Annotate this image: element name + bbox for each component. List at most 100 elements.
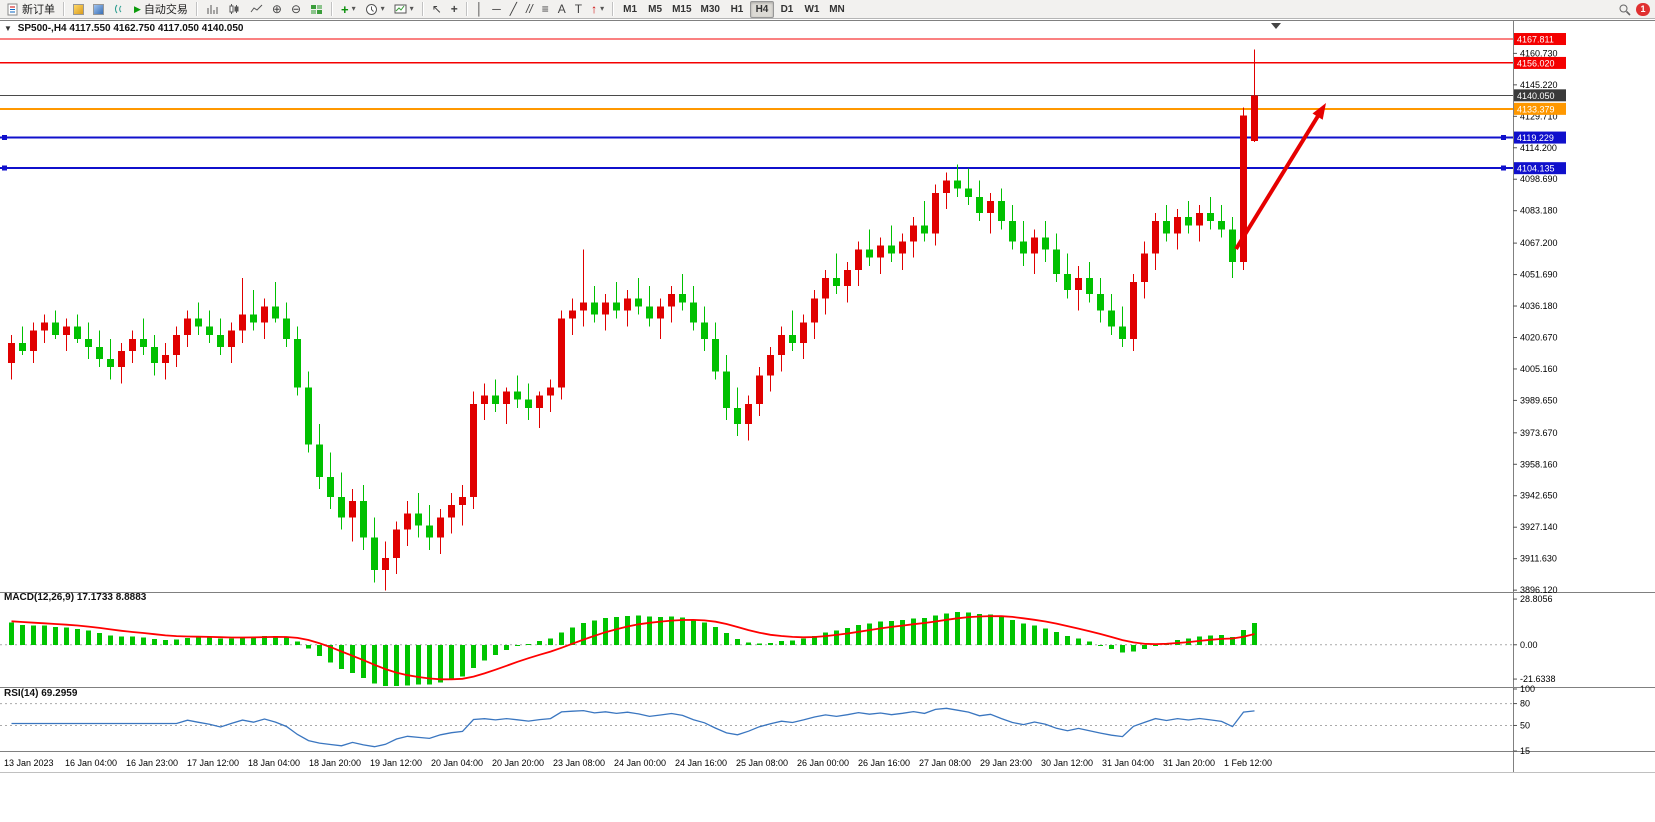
auto-trading-button[interactable]: ▶ 自动交易: [130, 1, 192, 18]
timeframe-w1[interactable]: W1: [800, 1, 824, 18]
svg-text:4140.050: 4140.050: [1517, 91, 1555, 101]
timeframe-h1[interactable]: H1: [725, 1, 749, 18]
arrow-objects-icon: ↑: [591, 2, 598, 16]
channel-button[interactable]: //: [522, 1, 537, 18]
indicators-button[interactable]: + ▾: [337, 1, 360, 18]
svg-text:31 Jan 04:00: 31 Jan 04:00: [1102, 758, 1154, 768]
notification-badge[interactable]: 1: [1636, 2, 1650, 16]
svg-text:4098.690: 4098.690: [1520, 174, 1558, 184]
price-badge: [1514, 56, 1566, 69]
new-order-label: 新订单: [22, 4, 55, 16]
auto-trading-label: 自动交易: [143, 4, 188, 16]
price-badge: [1514, 162, 1566, 175]
separator: [63, 2, 65, 16]
zoom-out-button[interactable]: ⊖: [287, 1, 305, 18]
timeframe-m30[interactable]: M30: [697, 1, 724, 18]
timeframe-m15[interactable]: M15: [668, 1, 695, 18]
bar-chart-button[interactable]: [202, 1, 223, 18]
fibonacci-icon: ≡: [541, 2, 549, 16]
svg-text:4119.229: 4119.229: [1517, 133, 1554, 143]
line-handle[interactable]: [2, 135, 7, 141]
timeframe-m1[interactable]: M1: [618, 1, 642, 18]
tile-windows-icon: [311, 4, 323, 14]
separator: [421, 2, 424, 16]
timeframe-d1[interactable]: D1: [775, 1, 799, 18]
svg-text:4005.160: 4005.160: [1520, 364, 1558, 374]
line-handle[interactable]: [1501, 165, 1506, 171]
line-chart-icon: [250, 4, 263, 13]
cursor-button[interactable]: ↖: [428, 1, 446, 18]
tile-windows-button[interactable]: [306, 1, 327, 18]
arrow-annotation[interactable]: [1234, 110, 1323, 251]
text-button[interactable]: A: [554, 1, 570, 18]
svg-text:20 Jan 04:00: 20 Jan 04:00: [431, 758, 483, 768]
svg-text:23 Jan 08:00: 23 Jan 08:00: [553, 758, 605, 768]
crosshair-button[interactable]: +: [447, 1, 462, 18]
cursor-icon: ↖: [431, 2, 442, 16]
timeframe-h4[interactable]: H4: [749, 0, 774, 18]
line-handle[interactable]: [1501, 135, 1506, 141]
svg-text:29 Jan 23:00: 29 Jan 23:00: [980, 758, 1032, 768]
template-button[interactable]: ▾: [390, 1, 418, 18]
market-watch-icon: [73, 3, 84, 15]
horizontal-line-icon: ─: [492, 2, 501, 16]
text-label-icon: T: [574, 2, 583, 16]
horizontal-line-button[interactable]: ─: [488, 1, 505, 18]
chevron-down-icon: ▾: [600, 4, 605, 13]
market-watch-button[interactable]: [69, 1, 88, 18]
crosshair-icon: +: [450, 2, 458, 16]
vertical-line-icon: │: [475, 2, 484, 16]
svg-text:3942.650: 3942.650: [1520, 491, 1558, 501]
trendline-button[interactable]: ╱: [506, 1, 521, 18]
price-badge: [1514, 102, 1566, 115]
price-lines[interactable]: [0, 38, 1513, 171]
svg-text:100: 100: [1520, 684, 1535, 694]
svg-text:24 Jan 00:00: 24 Jan 00:00: [614, 758, 666, 768]
svg-text:1 Feb 12:00: 1 Feb 12:00: [1224, 758, 1272, 768]
candlestick-button[interactable]: [224, 1, 245, 18]
vertical-line-button[interactable]: │: [472, 1, 488, 18]
time-axis[interactable]: 13 Jan 2023 16 Jan 04:00 16 Jan 23:00 17 Ja…: [4, 758, 1272, 768]
svg-text:31 Jan 20:00: 31 Jan 20:00: [1163, 758, 1215, 768]
candlestick-icon: [229, 4, 239, 14]
svg-text:-21.6338: -21.6338: [1520, 674, 1556, 684]
svg-text:4083.180: 4083.180: [1520, 206, 1558, 216]
search-button[interactable]: [1614, 1, 1635, 18]
svg-text:3927.140: 3927.140: [1520, 522, 1558, 532]
separator: [612, 2, 615, 16]
svg-text:18 Jan 04:00: 18 Jan 04:00: [248, 758, 300, 768]
line-handle[interactable]: [2, 165, 7, 171]
timeframe-m5[interactable]: M5: [643, 1, 667, 18]
add-indicator-icon: +: [341, 1, 349, 17]
fibonacci-button[interactable]: ≡: [538, 1, 553, 18]
svg-text:19 Jan 12:00: 19 Jan 12:00: [370, 758, 422, 768]
svg-text:3973.670: 3973.670: [1520, 428, 1558, 438]
main-chart[interactable]: 4160.730 4145.220 4129.710 4114.200 4098.690…: [0, 19, 1655, 822]
text-icon: A: [557, 2, 566, 16]
line-chart-button[interactable]: [246, 1, 267, 18]
svg-text:80: 80: [1520, 699, 1530, 709]
zoom-in-button[interactable]: ⊕: [268, 1, 286, 18]
text-label-button[interactable]: T: [571, 1, 586, 18]
bar-chart-icon: [207, 5, 218, 14]
navigator-button[interactable]: [89, 1, 108, 18]
price-badge: [1514, 33, 1566, 46]
price-axis[interactable]: 4160.730 4145.220 4129.710 4114.200 4098.690…: [1513, 33, 1566, 595]
separator: [195, 2, 198, 16]
arrows-button[interactable]: ↑ ▾: [587, 1, 608, 18]
arrow-head[interactable]: [1312, 103, 1327, 120]
shift-marker[interactable]: [1271, 23, 1281, 29]
channel-icon: //: [526, 2, 533, 16]
new-order-button[interactable]: 新订单: [3, 1, 59, 18]
svg-text:3896.120: 3896.120: [1520, 585, 1558, 595]
timeframe-mn[interactable]: MN: [825, 1, 849, 18]
svg-text:4104.135: 4104.135: [1517, 164, 1555, 174]
price-badge: [1514, 89, 1566, 102]
navigator-icon: [93, 3, 104, 15]
svg-text:4145.220: 4145.220: [1520, 80, 1558, 90]
period-button[interactable]: ▾: [361, 1, 389, 18]
search-icon: [1619, 4, 1631, 16]
svg-text:4129.710: 4129.710: [1520, 111, 1558, 121]
chevron-down-icon: ▾: [351, 4, 356, 13]
terminal-button[interactable]: [109, 1, 129, 18]
